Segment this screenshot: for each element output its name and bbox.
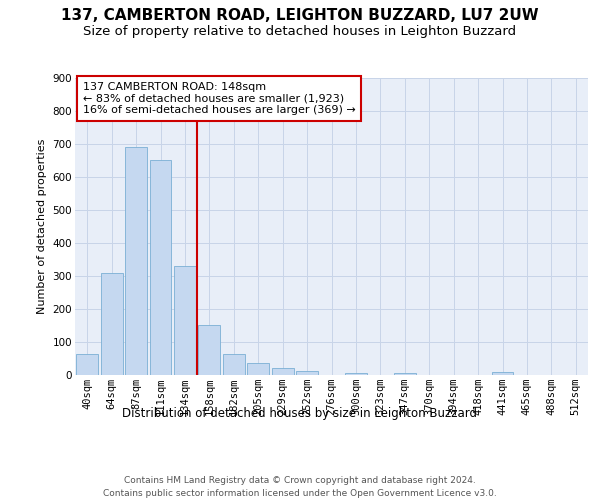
Text: Distribution of detached houses by size in Leighton Buzzard: Distribution of detached houses by size … bbox=[122, 408, 478, 420]
Bar bbox=[247, 364, 269, 375]
Bar bbox=[149, 160, 172, 375]
Bar bbox=[199, 326, 220, 375]
Text: Contains HM Land Registry data © Crown copyright and database right 2024.
Contai: Contains HM Land Registry data © Crown c… bbox=[103, 476, 497, 498]
Bar bbox=[76, 354, 98, 375]
Bar bbox=[174, 266, 196, 375]
Bar bbox=[394, 374, 416, 375]
Bar bbox=[491, 372, 514, 375]
Bar bbox=[223, 354, 245, 375]
Bar bbox=[272, 368, 293, 375]
Bar bbox=[101, 272, 122, 375]
Y-axis label: Number of detached properties: Number of detached properties bbox=[37, 138, 47, 314]
Bar bbox=[125, 147, 147, 375]
Text: 137, CAMBERTON ROAD, LEIGHTON BUZZARD, LU7 2UW: 137, CAMBERTON ROAD, LEIGHTON BUZZARD, L… bbox=[61, 8, 539, 22]
Text: Size of property relative to detached houses in Leighton Buzzard: Size of property relative to detached ho… bbox=[83, 25, 517, 38]
Bar bbox=[296, 371, 318, 375]
Bar bbox=[345, 374, 367, 375]
Text: 137 CAMBERTON ROAD: 148sqm
← 83% of detached houses are smaller (1,923)
16% of s: 137 CAMBERTON ROAD: 148sqm ← 83% of deta… bbox=[83, 82, 355, 115]
